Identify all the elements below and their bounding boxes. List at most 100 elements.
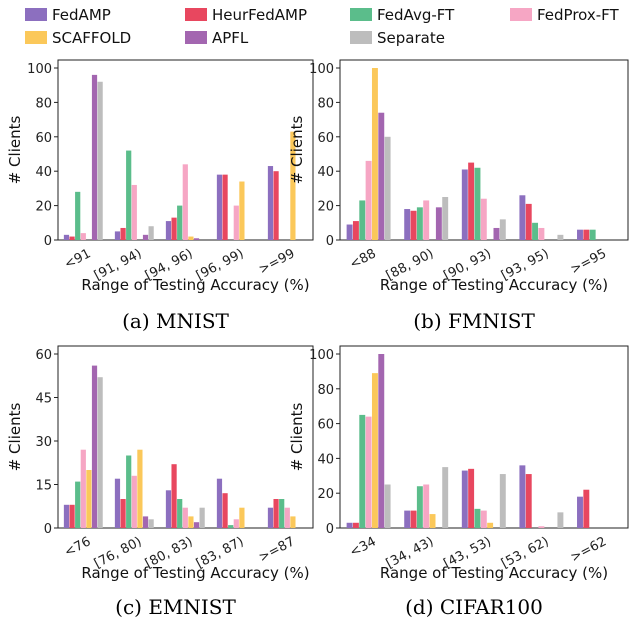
bar-fedamp-4 [267, 507, 274, 528]
legend-label-scaffold: SCAFFOLD [52, 29, 131, 47]
y-tick-label: 60 [317, 131, 334, 146]
bar-fedamp-1 [404, 209, 411, 240]
bar-heurfedamp-4 [583, 229, 590, 240]
y-tick-label: 40 [317, 165, 334, 180]
y-tick-label: 0 [326, 522, 334, 537]
bar-fedamp-1 [114, 231, 121, 240]
y-tick-label: 60 [317, 418, 334, 433]
bar-fedamp-1 [404, 510, 411, 528]
bar-fedprox-ft-1 [131, 475, 137, 528]
y-tick-label: 80 [35, 96, 52, 111]
y-tick-label: 15 [35, 479, 52, 494]
bar-fedamp-4 [267, 166, 274, 240]
bar-fedavg-ft-0 [359, 200, 366, 240]
bar-heurfedamp-4 [273, 499, 279, 528]
y-tick-label: 20 [317, 487, 334, 502]
bar-fedavg-ft-1 [416, 486, 423, 528]
bar-fedprox-ft-3 [538, 526, 545, 528]
bar-scaffold-2 [188, 236, 194, 240]
bar-fedavg-ft-0 [359, 414, 366, 528]
legend-swatch-fedavg-ft [350, 8, 372, 21]
x-tick-label: <88 [347, 246, 378, 272]
bar-scaffold-2 [188, 516, 194, 528]
legend-swatch-fedprox-ft [510, 8, 532, 21]
x-axis-label: Range of Testing Accuracy (%) [81, 564, 309, 582]
y-tick-label: 0 [44, 522, 52, 537]
bar-fedavg-ft-2 [474, 167, 481, 240]
bar-fedprox-ft-2 [480, 510, 487, 528]
bar-scaffold-3 [239, 181, 245, 240]
bar-fedamp-4 [577, 496, 583, 528]
bar-fedavg-ft-0 [75, 481, 81, 528]
y-tick-label: 80 [317, 383, 334, 398]
x-axis-label: Range of Testing Accuracy (%) [380, 564, 608, 582]
bar-fedprox-ft-0 [80, 449, 86, 528]
legend-swatch-heurfedamp [185, 8, 207, 21]
legend-label-fedprox-ft: FedProx-FT [537, 6, 620, 24]
bar-apfl-1 [142, 516, 149, 528]
x-tick-label: <76 [62, 534, 93, 560]
bar-fedprox-ft-3 [233, 205, 239, 240]
bar-fedavg-ft-1 [126, 455, 132, 528]
bar-fedamp-3 [519, 465, 526, 528]
bar-fedamp-0 [63, 234, 70, 240]
y-tick-label: 45 [35, 392, 52, 407]
bar-apfl-0 [378, 354, 385, 528]
bar-heurfedamp-4 [273, 171, 279, 240]
bar-heurfedamp-0 [69, 236, 75, 240]
bar-heurfedamp-1 [410, 210, 417, 240]
bar-separate-1 [442, 467, 449, 528]
y-axis-label: # Clients [6, 403, 24, 472]
bar-separate-0 [97, 377, 103, 528]
bar-heurfedamp-1 [410, 510, 417, 528]
bar-separate-3 [557, 234, 564, 240]
bar-fedamp-1 [114, 478, 121, 528]
y-tick-label: 80 [317, 96, 334, 111]
bar-fedamp-3 [519, 195, 526, 240]
bar-fedamp-0 [63, 504, 70, 528]
x-axis-label: Range of Testing Accuracy (%) [81, 276, 309, 294]
bar-scaffold-4 [290, 516, 296, 528]
bar-fedamp-2 [165, 490, 172, 528]
y-tick-label: 100 [309, 348, 334, 363]
y-tick-label: 20 [317, 200, 334, 215]
bar-separate-0 [384, 136, 391, 240]
legend-label-fedamp: FedAMP [52, 6, 111, 24]
bar-fedprox-ft-2 [182, 164, 188, 240]
bar-heurfedamp-2 [171, 464, 177, 528]
bar-heurfedamp-0 [352, 522, 359, 528]
panel-caption: (d) CIFAR100 [405, 595, 543, 619]
bar-separate-2 [499, 219, 506, 240]
bar-separate-2 [199, 507, 205, 528]
y-tick-label: 60 [35, 131, 52, 146]
bar-apfl-2 [193, 238, 200, 240]
legend-label-fedavg-ft: FedAvg-FT [377, 6, 455, 24]
y-tick-label: 30 [35, 435, 52, 450]
bar-fedamp-2 [165, 221, 172, 240]
bar-fedavg-ft-3 [532, 222, 539, 240]
bar-fedprox-ft-4 [284, 507, 290, 528]
bar-apfl-0 [378, 112, 385, 240]
bar-fedprox-ft-0 [365, 416, 372, 528]
y-tick-label: 100 [27, 62, 52, 77]
bar-fedavg-ft-1 [416, 207, 423, 240]
bar-fedavg-ft-4 [279, 499, 285, 528]
bar-separate-0 [97, 81, 103, 240]
bar-heurfedamp-2 [468, 162, 475, 240]
bar-fedamp-0 [346, 224, 353, 240]
bar-fedamp-0 [346, 522, 353, 528]
bar-apfl-0 [91, 74, 98, 240]
bar-fedprox-ft-1 [423, 484, 430, 528]
bar-fedprox-ft-2 [480, 198, 487, 240]
panel-caption: (b) FMNIST [413, 309, 535, 333]
x-tick-label: >=95 [568, 246, 609, 277]
bar-heurfedamp-3 [222, 174, 228, 240]
x-tick-label: >=87 [256, 534, 297, 565]
bar-scaffold-1 [429, 514, 436, 528]
bar-separate-1 [442, 197, 449, 240]
bar-apfl-2 [193, 522, 200, 528]
